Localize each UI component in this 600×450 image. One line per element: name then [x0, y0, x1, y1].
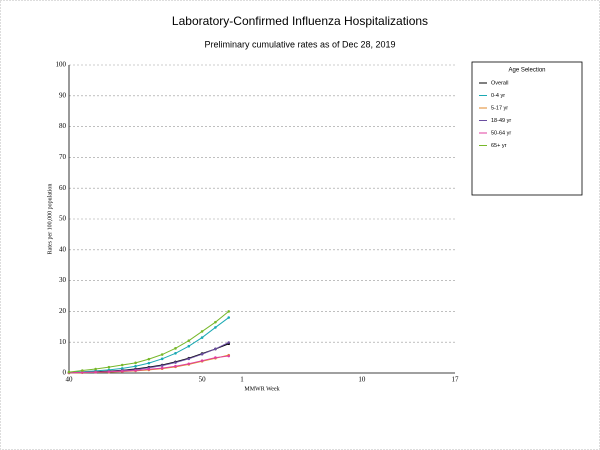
y-tick-label: 80 [59, 122, 67, 130]
y-tick-label: 20 [59, 307, 67, 315]
data-point [187, 339, 191, 342]
x-tick-label: 10 [358, 376, 366, 384]
data-point [120, 369, 124, 373]
data-point [134, 369, 137, 372]
y-tick-label: 100 [56, 61, 67, 69]
x-tick-label: 40 [66, 376, 74, 384]
data-point [81, 371, 84, 374]
y-axis-label: Rates per 100,000 population [47, 184, 53, 255]
x-tick-label: 1 [240, 376, 244, 384]
data-point [200, 352, 204, 356]
legend-title: Age Selection [508, 68, 545, 74]
data-point [200, 359, 204, 362]
data-point [107, 370, 111, 374]
data-point [227, 310, 231, 313]
data-point [134, 361, 137, 365]
data-point [187, 357, 191, 361]
y-tick-label: 50 [59, 215, 67, 223]
y-tick-label: 0 [63, 369, 67, 377]
data-point [160, 364, 164, 367]
data-point [214, 356, 217, 359]
data-point [134, 364, 137, 368]
y-tick-label: 30 [59, 276, 67, 284]
y-tick-label: 90 [59, 91, 67, 99]
data-point [160, 366, 164, 370]
data-point [214, 320, 217, 324]
x-tick-label: 17 [452, 376, 460, 384]
legend-label[interactable]: 18-49 yr [491, 118, 511, 124]
data-point [107, 365, 111, 369]
data-point [94, 367, 97, 371]
y-tick-label: 70 [59, 153, 67, 161]
legend-label[interactable]: 0-4 yr [491, 93, 505, 99]
data-point [160, 357, 164, 361]
chart-title: Laboratory-Confirmed Influenza Hospitali… [172, 14, 428, 28]
data-point [94, 370, 97, 374]
x-axis-label: MMWR Week [244, 386, 279, 392]
data-point [174, 364, 177, 368]
data-point [227, 316, 231, 319]
x-tick-label: 50 [199, 376, 207, 384]
data-point [187, 344, 191, 348]
data-point [120, 363, 124, 367]
data-point [200, 330, 204, 333]
data-point [174, 361, 177, 364]
data-point [214, 326, 217, 329]
chart-subtitle: Preliminary cumulative rates as of Dec 2… [204, 39, 395, 49]
legend-label[interactable]: 65+ yr [491, 143, 507, 149]
data-point [174, 351, 177, 355]
data-point [227, 341, 231, 344]
data-point [120, 367, 124, 370]
data-point [147, 368, 151, 371]
legend-label[interactable]: Overall [491, 80, 508, 86]
data-point [67, 370, 71, 374]
y-tick-label: 60 [59, 184, 67, 192]
data-point [160, 353, 164, 356]
data-point [227, 354, 231, 358]
data-point [147, 357, 151, 361]
legend-label[interactable]: 5-17 yr [491, 105, 508, 111]
data-point [147, 361, 151, 365]
data-point [200, 336, 204, 339]
legend-label[interactable]: 50-64 yr [491, 130, 511, 136]
y-tick-label: 40 [59, 245, 67, 253]
legend-box [471, 61, 583, 196]
data-point [214, 347, 217, 351]
data-point [174, 347, 177, 350]
data-point [187, 362, 191, 366]
data-point [81, 369, 84, 372]
y-tick-label: 10 [59, 338, 67, 346]
